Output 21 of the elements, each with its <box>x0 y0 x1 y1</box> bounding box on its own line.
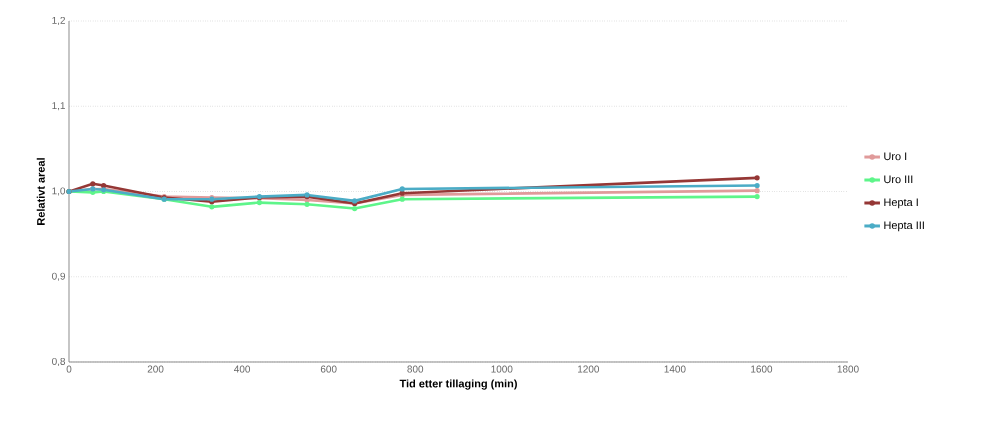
x-tick-label: 1000 <box>491 365 513 373</box>
x-axis-title: Tid etter tillaging (min) <box>399 379 517 390</box>
x-tick-label: 1800 <box>837 365 859 373</box>
y-axis-title: Relativt areal <box>36 158 45 225</box>
x-tick-label: 1200 <box>578 365 600 373</box>
x-tick-label: 200 <box>147 365 164 373</box>
y-tick-label: 0,8 <box>52 357 66 367</box>
legend-label: Hepta III <box>884 221 924 232</box>
x-tick-label: 400 <box>234 365 251 373</box>
x-tick-label: 600 <box>320 365 337 373</box>
legend-label: Hepta I <box>884 198 918 209</box>
x-tick-label: 0 <box>66 365 72 373</box>
y-tick-label: 1,0 <box>52 187 66 196</box>
x-tick-label: 1400 <box>664 365 686 373</box>
x-tick-label: 1600 <box>751 365 773 373</box>
legend-label: Uro I <box>884 152 907 161</box>
legend-label: Uro III <box>884 175 913 184</box>
y-tick-label: 1,2 <box>52 16 65 26</box>
y-tick-label: 1,1 <box>52 102 65 111</box>
x-tick-label: 800 <box>407 365 424 373</box>
y-tick-label: 0,9 <box>52 272 66 281</box>
